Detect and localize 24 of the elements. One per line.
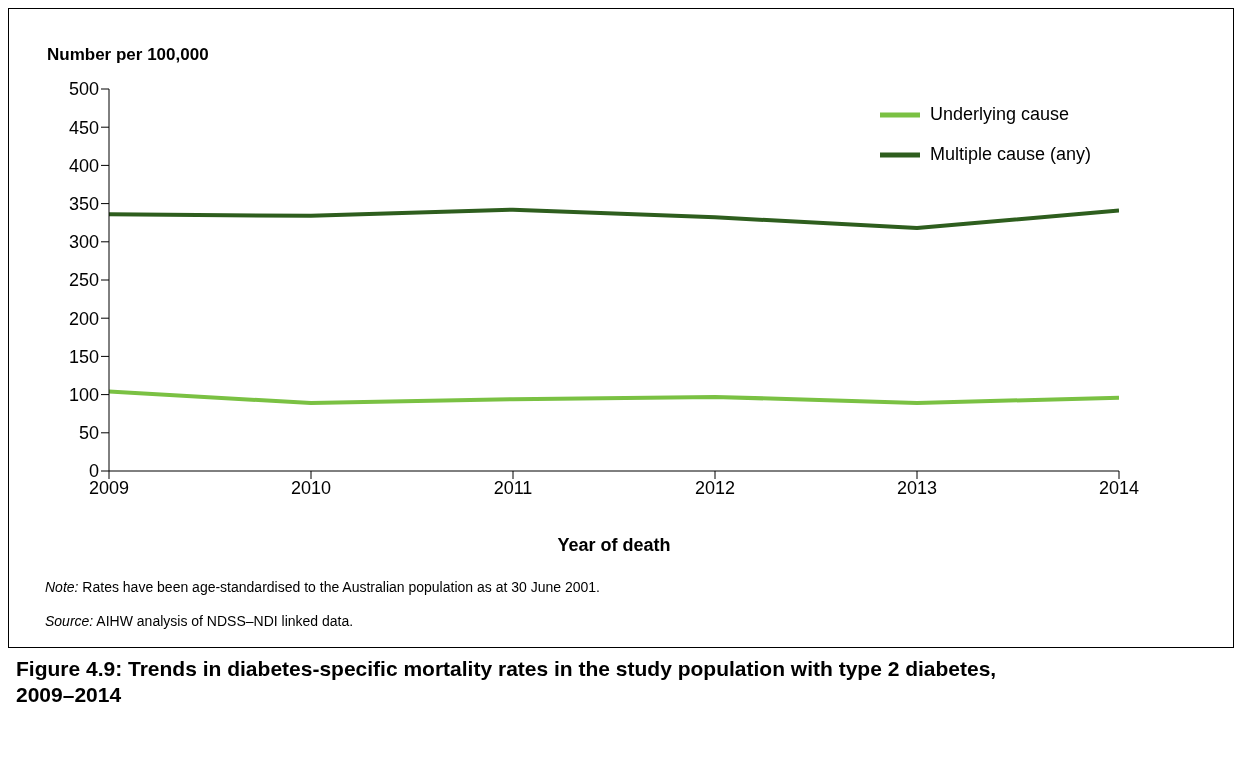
y-tick-label: 100 [68,384,99,405]
y-axis-title: Number per 100,000 [46,44,210,66]
y-tick-label: 450 [68,117,99,138]
legend-label: Multiple cause (any) [929,143,1091,164]
line-series [109,389,1119,405]
y-tick-label: 250 [68,270,99,291]
x-axis-title: Year of death [557,535,671,555]
source-note: Source: AIHW analysis of NDSS–NDI linked data. [45,613,354,629]
y-tick-label: 350 [68,193,99,214]
text: Figure 4.9: Trends in diabetes-specific mortality rates in the study population with type 2 diabetes, 2009–2014 [15,656,998,708]
legend-label: Underlying cause [929,103,1069,124]
y-tick-label: 150 [68,346,99,367]
text: Note: Rates have been age-standardised to the Australian population as at 30 June 2001. [45,579,600,595]
x-tick-label: 2012 [694,477,736,498]
y-tick-label: 500 [68,79,99,100]
x-tick-label: 2010 [290,477,332,498]
y-tick-label: 400 [68,155,99,176]
x-tick-label: 2014 [1098,477,1140,498]
y-tick-label: 200 [68,308,99,329]
y-tick-label: 50 [78,423,99,444]
y-tick-label: 300 [68,232,99,253]
x-tick-label: 2013 [896,477,938,498]
line-series [109,207,1119,231]
x-tick-label: 2011 [493,477,533,498]
